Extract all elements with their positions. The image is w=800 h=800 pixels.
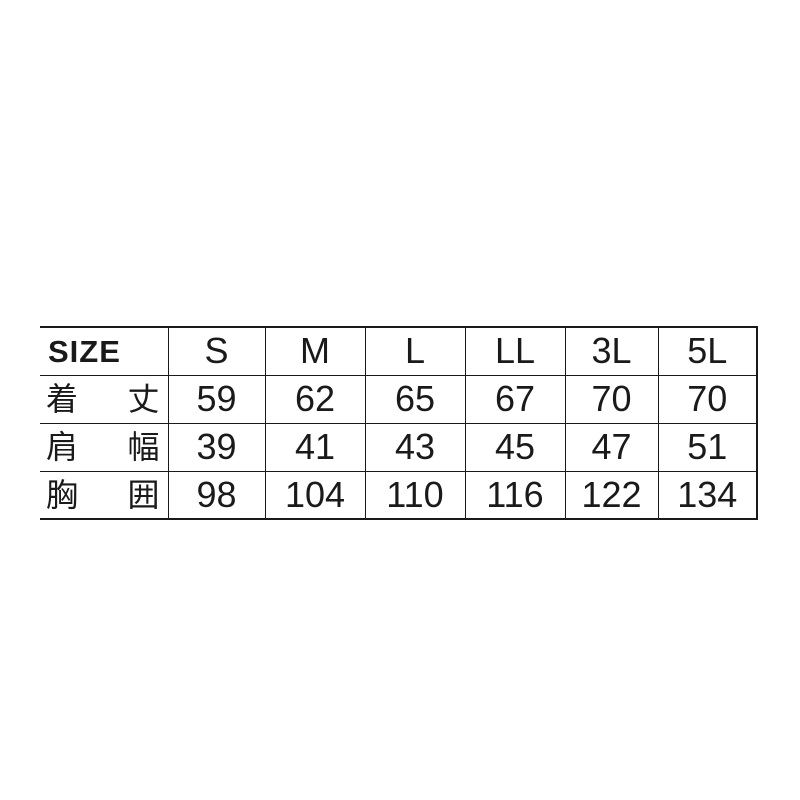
size-3l: 3L [564, 326, 659, 376]
cell: 43 [364, 422, 466, 472]
cell: 65 [364, 374, 466, 424]
header-row: SIZE S M L LL 3L 5L [40, 326, 758, 376]
cell: 104 [264, 470, 366, 520]
cell: 98 [167, 470, 266, 520]
cell: 41 [264, 422, 366, 472]
cell: 134 [657, 470, 758, 520]
row-label: 胸囲 [40, 470, 169, 520]
cell: 62 [264, 374, 366, 424]
label-char: 囲 [127, 476, 160, 513]
label-char: 肩 [46, 429, 79, 465]
size-l: L [364, 326, 466, 376]
size-ll: LL [464, 326, 566, 376]
table-row-chest: 胸囲 98 104 110 116 122 134 [40, 470, 758, 520]
cell: 45 [464, 422, 566, 472]
label-char: 胸 [46, 476, 79, 513]
cell: 116 [464, 470, 566, 520]
cell: 70 [564, 374, 659, 424]
cell: 39 [167, 422, 266, 472]
label-char: 丈 [127, 381, 160, 417]
cell: 51 [657, 422, 758, 472]
row-label: 肩幅 [40, 422, 169, 472]
table-row-length: 着丈 59 62 65 67 70 70 [40, 374, 758, 424]
row-label: 着丈 [40, 374, 169, 424]
size-s: S [167, 326, 266, 376]
label-char: 着 [46, 381, 79, 417]
size-chart-table: SIZE S M L LL 3L 5L 着丈 59 62 65 67 70 70… [40, 326, 758, 520]
table-row-shoulder: 肩幅 39 41 43 45 47 51 [40, 422, 758, 472]
label-char: 幅 [127, 429, 160, 465]
cell: 122 [564, 470, 659, 520]
size-m: M [264, 326, 366, 376]
cell: 110 [364, 470, 466, 520]
cell: 47 [564, 422, 659, 472]
size-header: SIZE [40, 326, 169, 376]
size-5l: 5L [657, 326, 758, 376]
cell: 70 [657, 374, 758, 424]
cell: 59 [167, 374, 266, 424]
cell: 67 [464, 374, 566, 424]
